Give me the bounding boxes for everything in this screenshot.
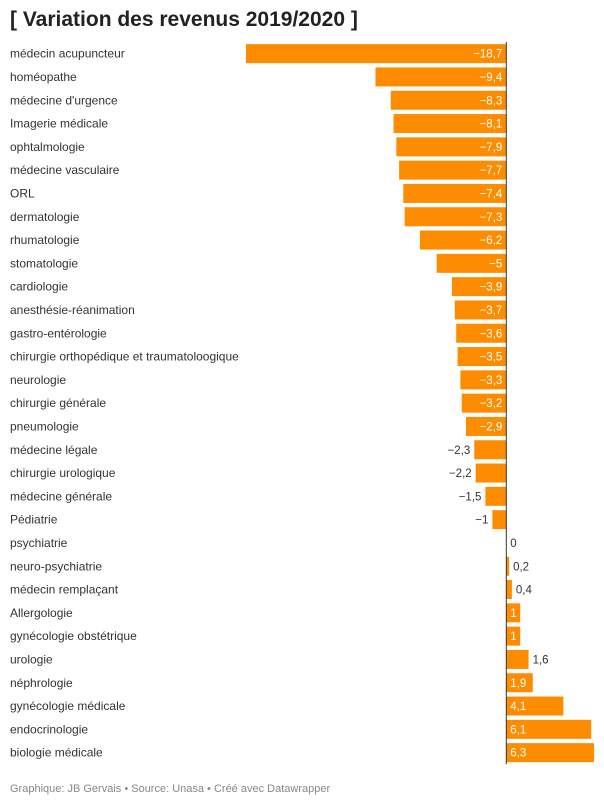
- bar: [436, 253, 507, 273]
- value-label: −2,9: [480, 421, 503, 433]
- bar: [246, 44, 507, 64]
- value-label: 4,1: [510, 701, 526, 713]
- bar: [485, 486, 507, 506]
- category-label: chirurgie urologique: [10, 466, 116, 480]
- category-label: Imagerie médicale: [10, 117, 108, 131]
- bar: [399, 160, 507, 180]
- bar: [452, 277, 507, 297]
- value-label: −3,9: [480, 282, 503, 294]
- category-label: urologie: [10, 652, 53, 666]
- value-label: −7,9: [480, 142, 503, 154]
- category-label: médecine légale: [10, 443, 98, 457]
- category-label: ORL: [10, 186, 35, 200]
- category-label: gynécologie médicale: [10, 699, 126, 713]
- bar: [492, 510, 507, 530]
- value-label: −9,4: [480, 72, 503, 84]
- category-label: médecine vasculaire: [10, 163, 120, 177]
- chart-title: [ Variation des revenus 2019/2020 ]: [10, 8, 358, 31]
- bar: [390, 90, 507, 110]
- value-label: −6,2: [480, 235, 503, 247]
- bar: [460, 370, 507, 390]
- category-label: gynécologie obstétrique: [10, 629, 137, 643]
- category-label: homéopathe: [10, 70, 77, 84]
- bar: [457, 347, 507, 367]
- bar: [475, 463, 507, 483]
- category-label: anesthésie-réanimation: [10, 303, 135, 317]
- bar: [506, 696, 564, 716]
- category-label: neurologie: [10, 373, 66, 387]
- value-label: 0,2: [513, 561, 529, 573]
- value-label: −7,7: [480, 165, 503, 177]
- bar: [461, 393, 507, 413]
- value-label: 1: [510, 608, 516, 620]
- value-label: 6,3: [510, 748, 526, 760]
- value-label: 0,4: [516, 585, 533, 597]
- category-label: stomatologie: [10, 256, 78, 270]
- bar: [375, 67, 507, 87]
- category-label: néphrologie: [10, 676, 73, 690]
- value-label: −2,3: [448, 445, 471, 457]
- value-label: −5: [489, 258, 502, 270]
- value-label: −3,2: [480, 398, 503, 410]
- category-label: médecin remplaçant: [10, 583, 119, 597]
- value-label: −2,2: [449, 468, 472, 480]
- bar: [403, 183, 507, 203]
- category-label: neuro-psychiatrie: [10, 559, 102, 573]
- category-label: dermatologie: [10, 210, 80, 224]
- category-label: pneumologie: [10, 419, 79, 433]
- bar: [506, 719, 592, 739]
- value-label: 6,1: [510, 724, 526, 736]
- value-label: −7,4: [480, 188, 503, 200]
- bar: [474, 440, 507, 460]
- value-label: −3,7: [480, 305, 503, 317]
- value-label: −3,5: [480, 352, 503, 364]
- bar: [506, 673, 533, 693]
- bar: [506, 556, 510, 576]
- category-label: chirurgie orthopédique et traumatoloogiq…: [10, 350, 239, 364]
- bar: [404, 207, 507, 227]
- value-label: 1,9: [510, 678, 526, 690]
- value-label: −7,3: [480, 212, 503, 224]
- bar: [396, 137, 507, 157]
- value-label: −1,5: [459, 491, 482, 503]
- category-label: médecine générale: [10, 489, 112, 503]
- category-label: ophtalmologie: [10, 140, 85, 154]
- category-label: Pédiatrie: [10, 513, 58, 527]
- category-label: gastro-entérologie: [10, 326, 107, 340]
- bar: [420, 230, 507, 250]
- category-label: endocrinologie: [10, 722, 88, 736]
- value-label: −8,1: [480, 119, 503, 131]
- category-label: cardiologie: [10, 280, 68, 294]
- category-label: rhumatologie: [10, 233, 80, 247]
- value-label: 1: [510, 631, 516, 643]
- category-label: médecine d'urgence: [10, 93, 118, 107]
- bar: [456, 323, 507, 343]
- bar: [454, 300, 507, 320]
- chart-credit: Graphique: JB Gervais • Source: Unasa • …: [10, 783, 331, 795]
- value-label: 0: [510, 538, 516, 550]
- value-label: −3,3: [480, 375, 503, 387]
- value-label: −18,7: [473, 49, 502, 61]
- value-label: −8,3: [480, 95, 503, 107]
- bar: [506, 743, 594, 763]
- category-label: psychiatrie: [10, 536, 68, 550]
- bar: [465, 416, 507, 436]
- value-label: −3,6: [480, 328, 503, 340]
- bar: [506, 603, 521, 623]
- value-label: 1,6: [533, 654, 549, 666]
- category-label: chirurgie générale: [10, 396, 106, 410]
- bar: [506, 626, 521, 646]
- bar: [506, 649, 529, 669]
- value-label: −1: [475, 515, 488, 527]
- bar: [393, 114, 507, 134]
- bar: [506, 580, 512, 600]
- category-label: Allergologie: [10, 606, 73, 620]
- category-label: biologie médicale: [10, 746, 103, 760]
- category-label: médecin acupuncteur: [10, 47, 125, 61]
